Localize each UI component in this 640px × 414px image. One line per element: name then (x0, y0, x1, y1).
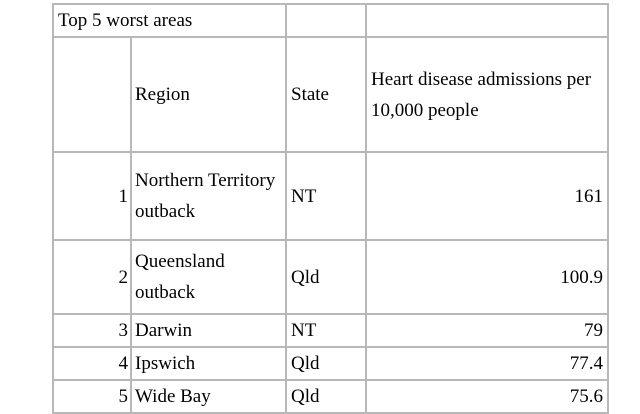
state-cell: NT (285, 313, 367, 348)
data-row: 2 Queensland outback Qld 100.9 (52, 239, 609, 315)
state-cell: Qld (285, 346, 367, 381)
empty-cell (285, 3, 367, 38)
header-cell: Heart disease admissions per 10,000 peop… (365, 36, 609, 153)
rank-cell: 2 (52, 239, 132, 315)
empty-cell (52, 36, 132, 153)
header-cell: Region (130, 36, 287, 153)
data-row: 5 Wide Bay Qld 75.6 (52, 379, 609, 414)
state-cell: Qld (285, 379, 367, 414)
rank-cell: 4 (52, 346, 132, 381)
region-cell: Darwin (130, 313, 287, 348)
rank-cell: 5 (52, 379, 132, 414)
data-table: Top 5 worst areas Region State Heart dis… (52, 3, 609, 414)
table-body: Top 5 worst areas Region State Heart dis… (52, 3, 609, 414)
value-cell: 77.4 (365, 346, 609, 381)
region-cell: Queensland outback (130, 239, 287, 315)
value-cell: 79 (365, 313, 609, 348)
value-cell: 100.9 (365, 239, 609, 315)
state-cell: Qld (285, 239, 367, 315)
data-row: 4 Ipswich Qld 77.4 (52, 346, 609, 381)
header-cell: State (285, 36, 367, 153)
table-title: Top 5 worst areas (52, 3, 287, 38)
state-cell: NT (285, 151, 367, 241)
data-row: 3 Darwin NT 79 (52, 313, 609, 348)
value-cell: 161 (365, 151, 609, 241)
title-row: Top 5 worst areas (52, 3, 609, 38)
rank-cell: 1 (52, 151, 132, 241)
region-cell: Wide Bay (130, 379, 287, 414)
header-row: Region State Heart disease admissions pe… (52, 36, 609, 153)
rank-cell: 3 (52, 313, 132, 348)
empty-cell (365, 3, 609, 38)
region-cell: Northern Territory outback (130, 151, 287, 241)
region-cell: Ipswich (130, 346, 287, 381)
value-cell: 75.6 (365, 379, 609, 414)
data-row: 1 Northern Territory outback NT 161 (52, 151, 609, 241)
